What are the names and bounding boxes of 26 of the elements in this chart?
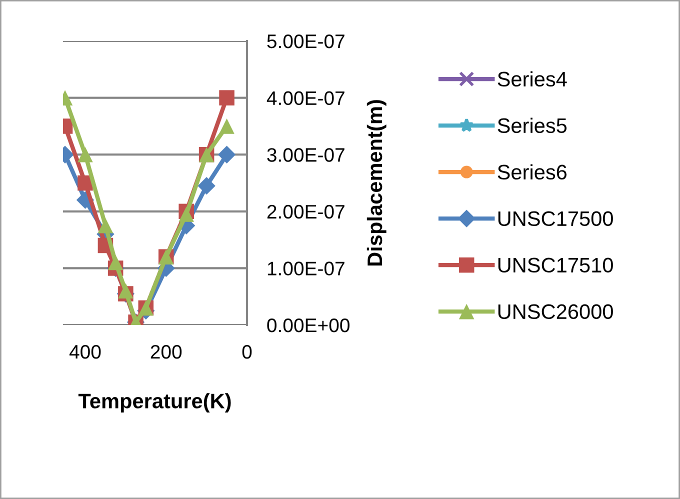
y-tick-label: 3.00E-07 <box>267 148 344 162</box>
legend-label: Series4 <box>498 71 567 87</box>
point <box>219 118 234 134</box>
y-tick-label: 5.00E-07 <box>267 34 344 48</box>
point <box>118 283 134 299</box>
x-tick-label: 0 <box>242 344 252 359</box>
y-tick-label: 2.00E-07 <box>267 204 344 219</box>
legend-label: Series6 <box>498 164 567 180</box>
x-tick-label: 200 <box>150 344 182 359</box>
point <box>218 146 236 164</box>
point <box>98 218 114 234</box>
y-tick-label: 4.00E-07 <box>266 91 344 106</box>
point <box>219 90 234 106</box>
legend-label: Series5 <box>498 118 567 134</box>
y-axis-title: Displacement(m) <box>366 100 386 266</box>
point <box>108 254 124 270</box>
point <box>78 146 93 162</box>
x-tick-label: 400 <box>69 344 101 359</box>
y-tick-label: 0.00E+00 <box>267 318 350 332</box>
legend-label: UNSC26000 <box>498 304 613 320</box>
legend-label: UNSC17500 <box>498 211 613 226</box>
point <box>178 206 194 222</box>
point <box>198 177 216 195</box>
x-axis-title: Temperature(K) <box>78 393 231 413</box>
legend-label: UNSC17510 <box>498 258 613 273</box>
y-tick-label: 1.00E-07 <box>268 262 344 276</box>
